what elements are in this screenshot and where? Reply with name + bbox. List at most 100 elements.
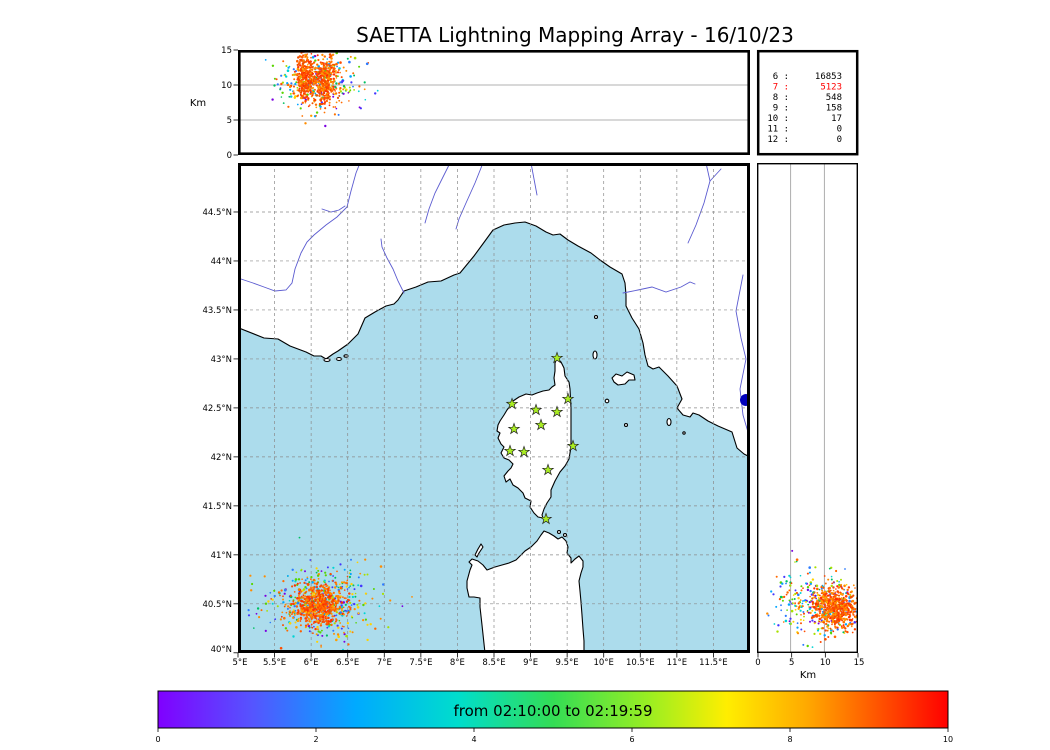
map-y-tick-label: 41.5°N: [202, 502, 232, 512]
colorbar-label: from 02:10:00 to 02:19:59: [453, 702, 652, 720]
lma-station-star: [539, 512, 553, 525]
altlon-y-axis-title: Km: [190, 98, 206, 109]
river-stura: [424, 163, 451, 224]
coastline-mainland: [238, 163, 750, 458]
lma-station-star: [503, 444, 517, 457]
coastline-corsica: [496, 357, 572, 519]
colorbar-tick-label: 6: [629, 735, 634, 744]
altlat-border: [757, 163, 858, 653]
page-title: SAETTA Lightning Mapping Array - 16/10/2…: [356, 23, 794, 47]
map-y-tick-label: 40.5°N: [202, 600, 232, 610]
map-border: [238, 163, 750, 653]
altlon-border: [238, 50, 750, 155]
map-y-tick-label: 41°N: [211, 551, 232, 561]
map-x-tick-label: 7°E: [377, 658, 392, 668]
map-y-tick-label: 44°N: [211, 257, 232, 267]
lma-station-star: [529, 403, 543, 416]
island-maddalena: [556, 529, 562, 535]
altlon-y-tick-label: 0: [227, 151, 232, 161]
stats-row-value: 16853: [815, 72, 842, 82]
altlat-x-axis-title: Km: [800, 670, 816, 681]
island-pianosa: [604, 398, 610, 404]
map-x-tick-label: 8°E: [450, 658, 465, 668]
stats-row-value: 0: [837, 135, 842, 145]
lma-station-star: [517, 445, 531, 458]
colorbar-tick-label: 10: [943, 735, 953, 744]
altlon-background: [238, 50, 750, 155]
map-x-tick-label: 10°E: [593, 658, 613, 668]
lma-station-star: [541, 463, 555, 476]
lma-station-star: [534, 418, 548, 431]
river-arno: [622, 281, 696, 294]
island-giglio: [666, 417, 672, 427]
stats-row-label: 8 :: [773, 93, 789, 103]
altlon-lightning-scatter: [264, 50, 379, 128]
stats-row-label: 10 :: [767, 114, 789, 124]
stats-row-value: 158: [826, 104, 842, 114]
map-gridlines: [238, 163, 750, 653]
map-y-tick-label: 42.5°N: [202, 404, 232, 414]
lma-station-star: [507, 422, 521, 435]
stats-row-label: 11 :: [767, 125, 789, 135]
rivers: [238, 163, 750, 440]
stats-box: [756, 49, 859, 156]
island-capraia: [592, 350, 598, 360]
lma-station-star: [550, 351, 564, 364]
island-elba: [611, 371, 636, 386]
altlat-background: [757, 163, 858, 653]
river-reno: [687, 163, 711, 244]
river-tiber: [735, 274, 750, 440]
altlat-x-tick-label: 5: [789, 658, 794, 668]
map-x-tick-label: 5.5°E: [263, 658, 286, 668]
altlat-gridlines: [790, 163, 825, 653]
colorbar-tick-label: 0: [155, 735, 160, 744]
colorbar-tick-label: 2: [313, 735, 318, 744]
river-ubaye: [321, 205, 346, 213]
river-tanaro: [455, 163, 484, 230]
lma-station-star: [561, 392, 575, 405]
axis-tick-marks: [157, 49, 949, 732]
landmasses: [238, 163, 750, 653]
lma-station-star: [505, 397, 519, 410]
altlat-x-tick-label: 0: [755, 658, 760, 668]
stats-row-value: 0: [837, 125, 842, 135]
altlon-y-tick-label: 15: [221, 46, 232, 56]
stats-row-label: 9 :: [773, 104, 789, 114]
map-x-tick-label: 11.5°E: [699, 658, 728, 668]
lma-station-star: [550, 405, 564, 418]
map-x-tick-label: 9°E: [523, 658, 538, 668]
coastline-sardinia: [466, 530, 585, 653]
colorbar-tick-label: 4: [471, 735, 476, 744]
island-giannutri: [682, 431, 686, 435]
map-y-tick-label: 44.5°N: [202, 208, 232, 218]
lma-station-stars: [503, 351, 580, 525]
stats-row-value: 17: [831, 114, 842, 124]
stats-row-value: 548: [826, 93, 842, 103]
river-durance: [238, 163, 361, 292]
map-panel: [238, 163, 750, 653]
stats-row-label: 12 :: [767, 135, 789, 145]
map-x-tick-label: 6°E: [304, 658, 319, 668]
time-colorbar: [157, 690, 949, 729]
island-asinara: [474, 543, 484, 558]
map-x-tick-label: 7.5°E: [409, 658, 432, 668]
stats-rows: 6 : 16853 7 : 5123 8 : 548 9 : 158 10 : …: [767, 72, 842, 145]
map-x-tick-label: 6.5°E: [336, 658, 359, 668]
island-montecristo: [623, 422, 629, 428]
map-x-tick-label: 11°E: [667, 658, 687, 668]
altitude-longitude-panel: [238, 50, 750, 155]
map-y-tick-label: 40°N: [211, 645, 232, 655]
river-reno-branch: [709, 168, 722, 182]
lma-station-star: [566, 439, 580, 452]
map-x-tick-label: 9.5°E: [556, 658, 579, 668]
map-x-tick-label: 8.5°E: [482, 658, 505, 668]
island-gorgona: [593, 314, 599, 320]
altlon-y-tick-label: 10: [221, 81, 232, 91]
map-lightning-scatter: [247, 536, 413, 653]
island-caprera: [562, 532, 568, 538]
altlat-lightning-scatter: [766, 549, 858, 648]
river-scrivia: [530, 163, 538, 196]
altlon-y-tick-label: 5: [227, 116, 232, 126]
